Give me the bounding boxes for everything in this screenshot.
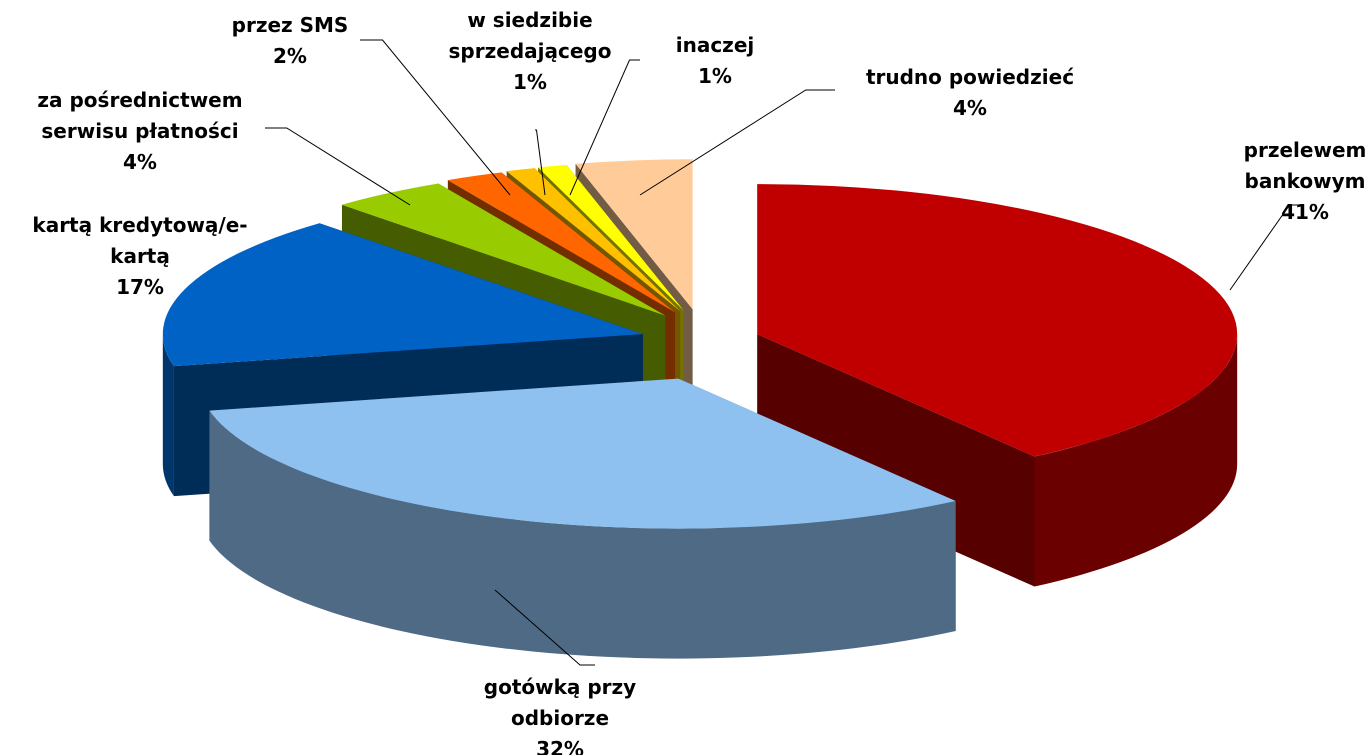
slice bbox=[757, 184, 1238, 457]
slice-side bbox=[209, 410, 956, 659]
category-label: przelewem bankowym bbox=[1243, 138, 1367, 193]
value-label: 1% bbox=[698, 64, 732, 88]
category-label: trudno powiedzieć bbox=[865, 65, 1075, 89]
slice-cut-face bbox=[757, 334, 1035, 587]
leader-line bbox=[265, 127, 411, 206]
slice-label: przelewem bankowym 41% bbox=[1230, 135, 1372, 228]
slice-label: przez SMS 2% bbox=[225, 10, 355, 72]
slice bbox=[538, 164, 684, 311]
slice-side bbox=[1034, 334, 1238, 587]
slice bbox=[506, 168, 681, 312]
category-label: w siedzibie sprzedającego bbox=[448, 8, 612, 63]
value-label: 32% bbox=[536, 737, 584, 755]
slice-side bbox=[162, 334, 174, 497]
slice-label: w siedzibie sprzedającego 1% bbox=[430, 5, 630, 98]
slice bbox=[575, 159, 693, 310]
leader-line bbox=[535, 129, 546, 196]
slice bbox=[162, 223, 643, 367]
leader-line bbox=[569, 59, 640, 196]
slice-label: za pośrednictwem serwisu płatności 4% bbox=[10, 85, 270, 178]
slice bbox=[341, 183, 666, 316]
category-label: kartą kredytową/e-kartą bbox=[32, 213, 248, 268]
category-label: gotówką przy odbiorze bbox=[483, 675, 637, 730]
category-label: przez SMS bbox=[231, 13, 349, 37]
leader-line bbox=[1229, 204, 1300, 291]
value-label: 1% bbox=[513, 70, 547, 94]
slice-label: kartą kredytową/e-kartą 17% bbox=[5, 210, 275, 303]
value-label: 17% bbox=[116, 275, 164, 299]
leader-line bbox=[494, 589, 595, 666]
leader-line bbox=[360, 39, 511, 196]
leader-line bbox=[639, 89, 835, 196]
value-label: 4% bbox=[953, 96, 987, 120]
slice-label: inaczej 1% bbox=[665, 30, 765, 92]
category-label: inaczej bbox=[675, 33, 755, 57]
value-label: 2% bbox=[273, 44, 307, 68]
slice-label: gotówką przy odbiorze 32% bbox=[470, 672, 650, 755]
slice bbox=[209, 378, 956, 529]
slice bbox=[447, 172, 675, 313]
value-label: 4% bbox=[123, 150, 157, 174]
category-label: za pośrednictwem serwisu płatności bbox=[37, 88, 243, 143]
value-label: 41% bbox=[1281, 200, 1329, 224]
slice-label: trudno powiedzieć 4% bbox=[840, 62, 1100, 124]
